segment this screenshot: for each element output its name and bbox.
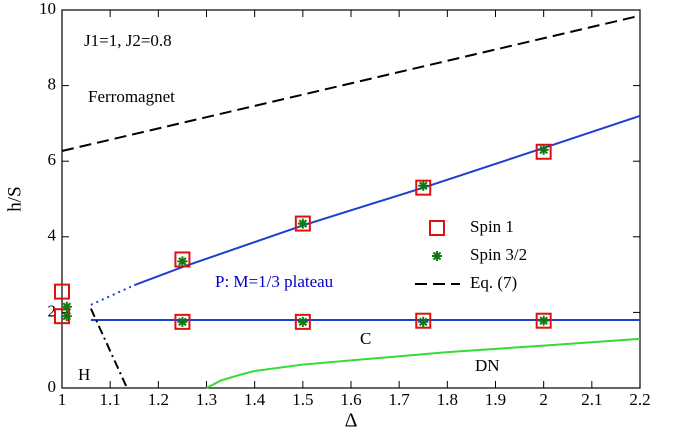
plot-frame [61, 9, 641, 389]
star-stroke [178, 317, 187, 327]
curve [133, 114, 641, 287]
annotation: C [360, 329, 371, 348]
star-stroke [539, 145, 548, 155]
star-marker [418, 316, 429, 327]
x-tick-label: 1.9 [485, 390, 506, 409]
star-stroke [298, 317, 308, 327]
square-marker [54, 283, 70, 300]
legend-label: Spin 1 [470, 217, 514, 236]
y-tick-label: 8 [48, 75, 57, 94]
star-marker [538, 144, 549, 155]
star-marker [61, 301, 72, 312]
x-tick-label: 2 [539, 390, 548, 409]
star-stroke [539, 316, 548, 325]
star-stroke [62, 302, 72, 311]
x-tick-label: 1.5 [292, 390, 313, 409]
star-marker [177, 256, 188, 267]
x-tick-label: 2.1 [581, 390, 602, 409]
legend-label: Spin 3/2 [470, 245, 527, 264]
star-marker [297, 218, 308, 229]
annotation: Ferromagnet [88, 87, 175, 106]
y-tick-label: 10 [39, 0, 56, 18]
x-tick-label: 1.7 [389, 390, 411, 409]
y-tick-label: 4 [48, 226, 57, 245]
star-marker [418, 180, 429, 191]
x-tick-label: 1.3 [196, 390, 217, 409]
square-marker [174, 251, 191, 268]
star-stroke [62, 311, 72, 321]
annotation: DN [475, 356, 500, 375]
y-tick-label: 6 [48, 150, 57, 169]
square-marker [535, 143, 552, 160]
x-tick-label: 1.1 [100, 390, 121, 409]
curve [89, 308, 128, 389]
curve [90, 284, 135, 306]
star-marker [177, 316, 188, 327]
square-marker [294, 313, 311, 330]
x-tick-label: 1.6 [340, 390, 361, 409]
star-stroke [298, 219, 308, 228]
annotation: H [78, 365, 90, 384]
square-marker [415, 312, 432, 329]
curve [206, 337, 641, 389]
annotation: J1=1, J2=0.8 [84, 31, 172, 50]
star-stroke [178, 257, 187, 266]
y-axis-label: h/S [4, 186, 25, 211]
x-tick-label: 2.2 [629, 390, 650, 409]
star-marker [297, 316, 308, 327]
annotation: P: M=1/3 plateau [215, 272, 334, 291]
square-marker [429, 220, 445, 236]
star-marker [538, 315, 549, 326]
star-stroke [432, 251, 442, 261]
square-marker [294, 215, 311, 232]
star-marker [432, 251, 442, 261]
square-marker [535, 312, 552, 329]
y-tick-label: 2 [48, 301, 57, 320]
legend-label: Eq. (7) [470, 273, 517, 292]
y-tick-label: 0 [48, 377, 57, 396]
star-stroke [419, 317, 428, 327]
curve [61, 14, 641, 152]
x-tick-label: 1.2 [148, 390, 169, 409]
star-marker [61, 311, 72, 322]
star-stroke [419, 181, 428, 191]
x-tick-label: 1 [58, 390, 67, 409]
x-tick-label: 1.8 [437, 390, 458, 409]
x-tick-label: 1.4 [244, 390, 266, 409]
x-axis-label: Δ [345, 410, 358, 432]
square-marker [174, 313, 191, 330]
square-marker [415, 179, 432, 196]
